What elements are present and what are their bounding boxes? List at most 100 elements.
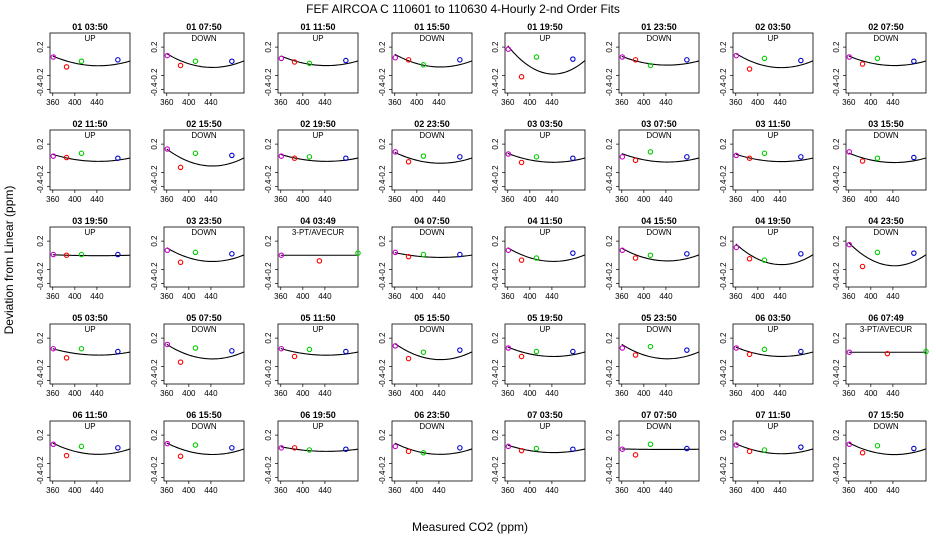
x-tick-label: 400 xyxy=(751,389,765,398)
fit-curve xyxy=(394,151,473,164)
fit-curve xyxy=(166,442,245,456)
fit-curve xyxy=(735,153,814,163)
x-tick-label: 400 xyxy=(68,195,82,204)
panel: 02 03:50 UP 360 400 440 0.2 -0.2-0.4 xyxy=(719,22,814,107)
y-tick-label: -0.4 xyxy=(491,276,500,290)
panel-title: 05 19:50 xyxy=(527,313,563,323)
data-point xyxy=(164,341,171,348)
x-tick-label: 440 xyxy=(659,98,673,107)
data-point xyxy=(50,153,57,159)
fit-curve xyxy=(735,52,814,69)
data-point xyxy=(115,251,121,258)
panel-mode-label: 3-PT/AVECUR xyxy=(860,325,913,334)
x-tick-label: 440 xyxy=(659,389,673,398)
data-point xyxy=(343,57,349,64)
y-tick-label: -0.4 xyxy=(491,179,500,193)
data-point xyxy=(846,149,853,155)
panel: 03 19:50 UP 360 400 440 0.2 -0.2-0.4 xyxy=(36,216,131,301)
x-tick-label: 360 xyxy=(842,195,856,204)
x-tick-label: 440 xyxy=(204,486,218,495)
panel-mode-label: DOWN xyxy=(646,34,672,43)
y-tick-label: -0.2 xyxy=(378,456,387,470)
y-tick-label: -0.2 xyxy=(264,262,273,276)
y-tick-label: 0.2 xyxy=(264,41,273,53)
y-tick-label: -0.2 xyxy=(719,359,728,373)
y-tick-label: -0.2 xyxy=(150,68,159,82)
data-point xyxy=(50,345,57,352)
y-tick-label: -0.2 xyxy=(264,68,273,82)
data-point xyxy=(846,54,853,60)
panel-frame xyxy=(732,323,814,385)
x-tick-label: 440 xyxy=(204,98,218,107)
x-tick-label: 400 xyxy=(68,389,82,398)
panel-title: 06 07:49 xyxy=(868,313,904,323)
x-tick-label: 440 xyxy=(90,98,104,107)
y-tick-label: -0.2 xyxy=(605,456,614,470)
panel: 07 03:50 UP 360 400 440 0.2 -0.2-0.4 xyxy=(491,410,586,495)
data-point xyxy=(533,54,540,60)
data-point xyxy=(405,253,412,260)
data-point xyxy=(392,54,399,61)
panel-frame xyxy=(732,420,814,482)
panel-mode-label: UP xyxy=(539,325,550,334)
x-tick-label: 400 xyxy=(864,195,878,204)
panel-mode-label: UP xyxy=(84,325,95,334)
x-tick-label: 400 xyxy=(864,98,878,107)
y-tick-label: 0.2 xyxy=(150,138,159,150)
data-point xyxy=(115,155,121,161)
x-tick-label: 440 xyxy=(204,292,218,301)
fit-curve xyxy=(735,346,814,357)
data-point xyxy=(164,52,171,59)
y-tick-label: -0.4 xyxy=(378,179,387,193)
x-tick-label: 440 xyxy=(659,292,673,301)
panel: 06 07:49 3-PT/AVECUR 360 400 440 0.2 -0.2-0.4 xyxy=(832,313,929,398)
panel-title: 05 07:50 xyxy=(186,313,222,323)
y-tick-label: -0.4 xyxy=(36,82,45,96)
data-point xyxy=(632,452,639,458)
panel-mode-label: UP xyxy=(312,34,323,43)
y-tick-label: 0.2 xyxy=(264,235,273,247)
panel-mode-label: UP xyxy=(84,422,95,431)
x-tick-label: 400 xyxy=(523,195,537,204)
data-point xyxy=(278,252,285,258)
panel-mode-label: DOWN xyxy=(419,422,445,431)
y-tick-label: -0.2 xyxy=(150,456,159,470)
x-tick-label: 440 xyxy=(318,98,332,107)
y-tick-label: -0.4 xyxy=(264,179,273,193)
panel: 02 19:50 UP 360 400 440 0.2 -0.2-0.4 xyxy=(264,119,359,204)
x-tick-label: 360 xyxy=(160,98,174,107)
data-point xyxy=(518,257,525,263)
x-tick-label: 400 xyxy=(68,98,82,107)
panel-title: 04 23:50 xyxy=(868,216,904,226)
data-point xyxy=(343,348,349,355)
y-tick-label: 0.2 xyxy=(832,41,841,53)
panel-frame xyxy=(618,129,700,191)
y-tick-label: -0.4 xyxy=(832,179,841,193)
y-tick-label: 0.2 xyxy=(150,41,159,53)
y-tick-label: 0.2 xyxy=(378,41,387,53)
y-tick-label: 0.2 xyxy=(491,332,500,344)
data-point xyxy=(846,441,853,448)
panel-title: 04 07:50 xyxy=(414,216,450,226)
panel: 05 11:50 UP 360 400 440 0.2 -0.2-0.4 xyxy=(264,313,359,398)
data-point xyxy=(229,251,235,257)
data-point xyxy=(229,152,235,159)
y-tick-label: -0.4 xyxy=(719,373,728,387)
x-tick-label: 440 xyxy=(318,195,332,204)
x-tick-label: 400 xyxy=(864,292,878,301)
panel: 01 11:50 UP 360 400 440 0.2 -0.2-0.4 xyxy=(264,22,359,107)
y-tick-label: -0.2 xyxy=(36,165,45,179)
data-point xyxy=(733,152,740,159)
fit-curve xyxy=(394,53,473,68)
fit-curve xyxy=(735,243,814,266)
data-point xyxy=(798,57,804,64)
y-tick-label: 0.2 xyxy=(378,429,387,441)
x-tick-label: 400 xyxy=(751,98,765,107)
y-tick-label: -0.2 xyxy=(378,165,387,179)
data-point xyxy=(392,443,399,450)
data-point xyxy=(291,59,298,65)
x-tick-label: 440 xyxy=(432,98,446,107)
data-point xyxy=(647,149,654,155)
y-tick-label: -0.4 xyxy=(719,470,728,484)
